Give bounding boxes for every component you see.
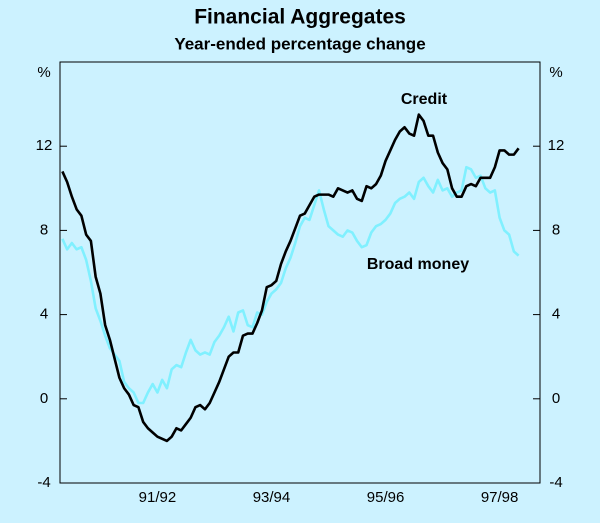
y-tick-label: 0 <box>40 390 48 407</box>
y-tick-label-right: 4 <box>552 306 560 323</box>
y-axis-label-right: % <box>549 64 562 81</box>
y-tick-label-right: -4 <box>549 474 562 491</box>
chart-subtitle: Year-ended percentage change <box>174 34 425 53</box>
chart-title: Financial Aggregates <box>194 6 406 29</box>
x-tick-label: 93/94 <box>253 489 291 506</box>
y-tick-label: 8 <box>40 221 48 238</box>
x-tick-label: 91/92 <box>139 489 177 506</box>
y-tick-label: 12 <box>36 137 53 154</box>
series-line <box>61 113 520 443</box>
y-tick-label-right: 0 <box>552 390 560 407</box>
x-tick-label: 95/96 <box>367 489 405 506</box>
plot-frame <box>59 61 541 484</box>
y-tick-label: -4 <box>37 474 50 491</box>
y-tick-label: 4 <box>40 306 48 323</box>
x-tick-label: 97/98 <box>481 489 519 506</box>
series-label: Broad money <box>367 256 469 273</box>
series-label: Credit <box>401 91 448 108</box>
series-line <box>61 165 520 405</box>
y-axis-label: % <box>37 64 50 81</box>
y-tick-label-right: 12 <box>548 137 565 154</box>
y-tick-label-right: 8 <box>552 221 560 238</box>
